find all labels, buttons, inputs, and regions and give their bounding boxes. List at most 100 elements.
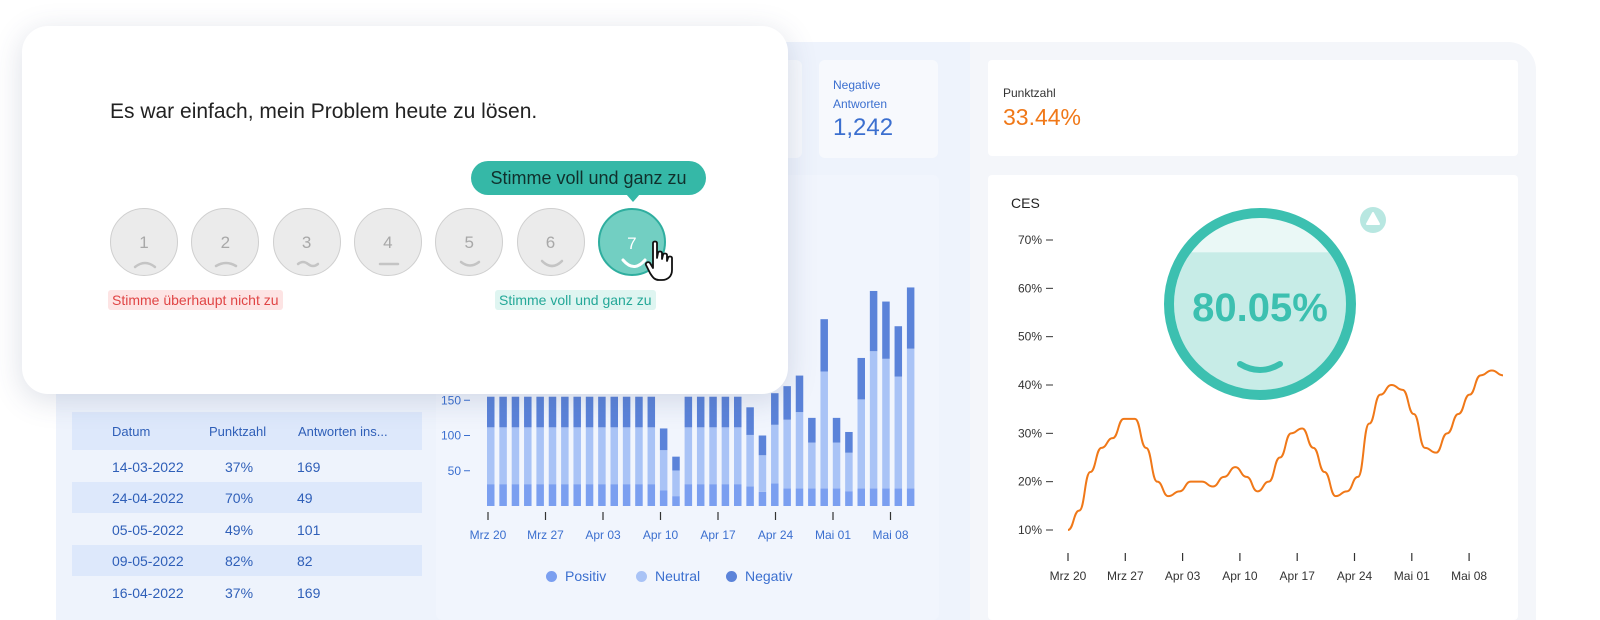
bar-neutral[interactable] [499,427,507,485]
legend-negativ[interactable]: Negativ [726,568,792,584]
bar-positiv[interactable] [734,484,742,506]
bar-negativ[interactable] [684,396,693,428]
bar-neutral[interactable] [696,427,705,485]
bar-negativ[interactable] [622,396,631,428]
bar-neutral[interactable] [906,348,915,489]
bar-negativ[interactable] [869,290,878,352]
bar-positiv[interactable] [758,491,767,506]
table-row[interactable]: 16-04-2022 37% 169 [72,577,422,608]
bar-neutral[interactable] [795,412,804,489]
bar-negativ[interactable] [536,396,544,428]
bar-negativ[interactable] [672,456,680,471]
bar-negativ[interactable] [696,396,705,428]
bar-negativ[interactable] [709,396,717,428]
bar-neutral[interactable] [783,419,791,489]
bar-negativ[interactable] [894,326,903,377]
bar-neutral[interactable] [808,442,816,489]
bar-negativ[interactable] [548,396,557,428]
bar-positiv[interactable] [684,484,693,506]
bar-neutral[interactable] [820,371,828,489]
bar-negativ[interactable] [499,396,507,428]
bar-positiv[interactable] [894,488,903,506]
bar-neutral[interactable] [585,427,594,485]
bar-positiv[interactable] [548,484,557,506]
bar-positiv[interactable] [573,484,581,506]
bar-negativ[interactable] [734,396,742,428]
bar-negativ[interactable] [585,396,594,428]
bar-negativ[interactable] [746,407,754,435]
bar-positiv[interactable] [869,488,878,506]
bar-positiv[interactable] [783,488,791,506]
bar-negativ[interactable] [857,357,866,400]
rating-option-3[interactable]: 3 [272,208,341,276]
bar-positiv[interactable] [795,488,804,506]
bar-positiv[interactable] [882,488,890,506]
bar-negativ[interactable] [783,386,791,420]
bar-negativ[interactable] [487,396,495,428]
bar-negativ[interactable] [820,319,828,372]
bar-neutral[interactable] [548,427,557,485]
table-row[interactable]: 09-05-2022 82% 82 [72,545,422,576]
bar-neutral[interactable] [561,427,569,485]
bar-neutral[interactable] [832,442,841,489]
bar-neutral[interactable] [536,427,544,485]
bar-negativ[interactable] [906,287,915,349]
bar-positiv[interactable] [511,484,520,506]
bar-positiv[interactable] [610,484,619,506]
bar-neutral[interactable] [635,427,643,485]
bar-positiv[interactable] [832,488,841,506]
bar-positiv[interactable] [561,484,569,506]
bar-neutral[interactable] [684,427,693,485]
bar-positiv[interactable] [771,483,779,506]
bar-negativ[interactable] [845,431,853,453]
bar-negativ[interactable] [573,396,581,428]
bar-neutral[interactable] [721,427,730,485]
bar-negativ[interactable] [758,435,767,456]
bar-positiv[interactable] [499,484,507,506]
table-header-date[interactable]: Datum [112,424,151,439]
bar-positiv[interactable] [598,484,606,506]
bar-positiv[interactable] [808,488,816,506]
rating-option-1[interactable]: 1 [110,208,178,276]
bar-positiv[interactable] [709,484,717,506]
bar-positiv[interactable] [672,496,680,506]
bar-negativ[interactable] [882,301,890,359]
bar-negativ[interactable] [832,417,841,443]
bar-neutral[interactable] [746,434,754,487]
bar-positiv[interactable] [906,488,915,506]
legend-neutral[interactable]: Neutral [636,568,700,584]
legend-positiv[interactable]: Positiv [546,568,606,584]
bar-negativ[interactable] [511,396,520,428]
bar-positiv[interactable] [647,484,656,506]
bar-positiv[interactable] [585,484,594,506]
bar-neutral[interactable] [894,376,903,489]
bar-neutral[interactable] [647,427,656,485]
table-header-score[interactable]: Punktzahl [209,424,267,439]
bar-neutral[interactable] [882,358,890,489]
bar-positiv[interactable] [696,484,705,506]
bar-neutral[interactable] [659,450,668,491]
bar-negativ[interactable] [598,396,606,428]
bar-negativ[interactable] [610,396,619,428]
bar-neutral[interactable] [672,470,680,497]
bar-positiv[interactable] [820,488,828,506]
bar-neutral[interactable] [869,351,878,489]
rating-option-5[interactable]: 5 [435,208,504,276]
bar-positiv[interactable] [487,484,495,506]
bar-positiv[interactable] [721,484,730,506]
bar-neutral[interactable] [598,427,606,485]
bar-negativ[interactable] [561,396,569,428]
bar-neutral[interactable] [524,427,532,485]
bar-positiv[interactable] [536,484,544,506]
table-row[interactable]: 24-04-2022 70% 49 [72,482,422,513]
bar-negativ[interactable] [524,396,532,428]
rating-option-2[interactable]: 2 [191,208,260,276]
bar-neutral[interactable] [734,427,742,485]
bar-neutral[interactable] [622,427,631,485]
bar-positiv[interactable] [659,490,668,506]
bar-negativ[interactable] [647,396,656,428]
rating-option-4[interactable]: 4 [353,208,422,276]
bar-neutral[interactable] [771,424,779,484]
bar-negativ[interactable] [795,375,804,413]
bar-positiv[interactable] [524,484,532,506]
